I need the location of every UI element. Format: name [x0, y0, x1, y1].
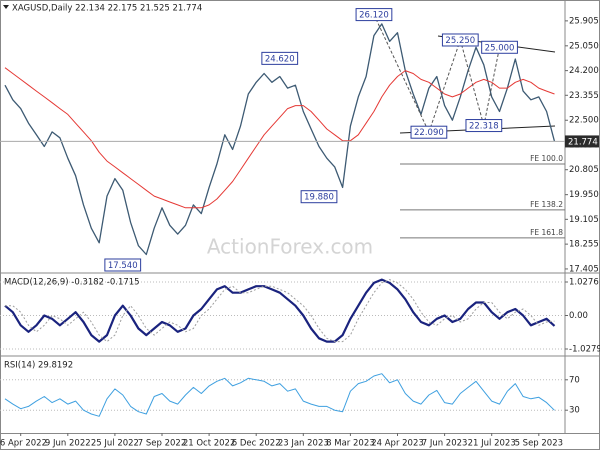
x-tick-label: 9 Jun 2022: [45, 439, 91, 449]
y-tick-label: 20.805: [569, 165, 599, 175]
y-tick-label: 18.255: [569, 240, 599, 250]
pivot-label: 22.318: [469, 122, 499, 132]
pivot-box: [481, 40, 518, 54]
x-tick-label: 21 Oct 2022: [183, 439, 236, 449]
pivot-label: 22.090: [414, 128, 444, 138]
x-tick-label: 8 Mar 2023: [326, 439, 374, 449]
x-tick-label: 5 Sep 2023: [515, 439, 563, 449]
series-line: [4, 23, 556, 256]
x-tick-label: 21 Jul 2023: [468, 439, 516, 449]
x-tick-label: 7 Jun 2023: [422, 439, 468, 449]
zigzag: [373, 14, 430, 133]
y-tick-label: 25.905: [569, 16, 599, 26]
last-price-label: 21.774: [568, 137, 598, 147]
panel-title: XAGUSD,Daily 22.134 22.175 21.525 21.774: [12, 4, 202, 14]
y-tick-label: -1.0279: [569, 344, 600, 354]
y-tick-label: 24.200: [569, 66, 599, 76]
x-tick-label: 6 Dec 2022: [232, 439, 281, 449]
y-tick-label: 0.00: [569, 311, 588, 321]
pivot-box: [410, 125, 448, 139]
pivot-box: [441, 33, 479, 47]
y-tick-label: 30: [569, 406, 580, 416]
y-tick-label: 17.405: [569, 264, 599, 274]
x-tick-label: 23 Jan 2023: [278, 439, 329, 449]
series-line: [5, 279, 555, 343]
zigzag: [428, 39, 461, 133]
last-price-box: [565, 135, 599, 148]
x-tick-label: 26 Apr 2022: [0, 439, 47, 449]
y-tick-label: 19.950: [569, 190, 599, 200]
pivot-box: [300, 190, 338, 204]
menu-icon: [3, 5, 9, 9]
x-tick-label: 24 Apr 2023: [371, 439, 424, 449]
series-line: [4, 67, 555, 209]
pivot-label: 24.620: [265, 54, 295, 64]
y-tick-label: 23.355: [569, 91, 599, 101]
x-tick-label: 7 Sep 2022: [138, 439, 186, 449]
panel-title: MACD(12,26,9) -0.3182 -0.1715: [4, 278, 140, 288]
pivot-label: 17.540: [108, 261, 138, 271]
pivot-label: 25.250: [445, 36, 475, 46]
pivot-label: 25.000: [485, 43, 515, 53]
pivot-box: [465, 119, 503, 133]
panel-title: RSI(14) 29.8192: [4, 361, 73, 371]
series-line: [4, 373, 555, 417]
y-tick-label: 19.105: [569, 215, 599, 225]
series-line: [4, 278, 556, 343]
pivot-box: [355, 8, 393, 22]
pivot-label: 19.880: [304, 193, 334, 203]
pivot-box: [261, 51, 299, 65]
pivot-box: [104, 258, 142, 272]
y-tick-label: 25.050: [569, 41, 599, 51]
y-tick-label: 22.500: [569, 116, 599, 126]
watermark: ActionForex.com: [207, 235, 373, 259]
y-tick-label: 70: [569, 375, 580, 385]
zigzag: [483, 47, 501, 126]
pivot-label: 26.120: [359, 11, 389, 21]
fe-label: FE 161.8: [530, 228, 563, 237]
x-tick-label: 25 Jul 2022: [91, 439, 139, 449]
fe-label: FE 138.2: [530, 200, 563, 209]
fe-label: FE 100.0: [530, 154, 563, 163]
y-tick-label: 1.0276: [569, 277, 599, 287]
